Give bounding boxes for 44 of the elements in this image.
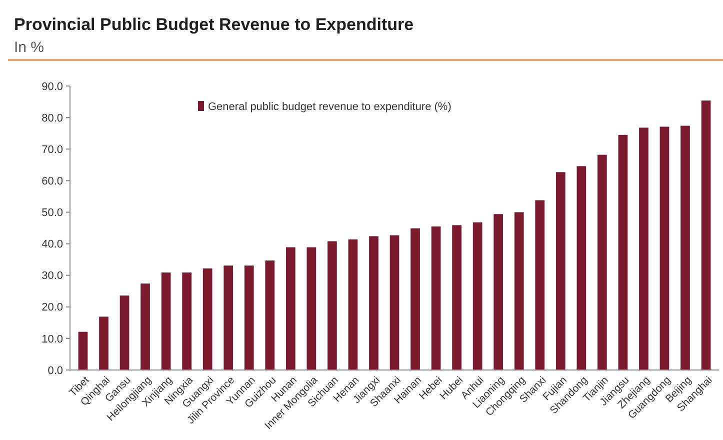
- bar: [431, 226, 441, 370]
- bar: [494, 214, 504, 370]
- bar: [161, 272, 171, 370]
- bar: [680, 126, 690, 370]
- y-tick-label: 80.0: [42, 112, 63, 124]
- bar: [348, 239, 358, 370]
- bar: [182, 272, 192, 370]
- bar: [598, 154, 607, 370]
- bar: [306, 247, 316, 370]
- y-tick-label: 60.0: [42, 176, 63, 188]
- y-tick-label: 40.0: [42, 238, 63, 251]
- bar: [120, 296, 130, 370]
- bar: [556, 172, 566, 370]
- bar: [328, 241, 337, 370]
- bar: [639, 128, 648, 370]
- bar: [660, 126, 670, 370]
- bar: [369, 236, 378, 370]
- bar: [410, 228, 420, 370]
- chart-subtitle: In %: [14, 39, 44, 56]
- bar: [535, 200, 545, 370]
- y-tick-label: 0.0: [48, 364, 63, 377]
- y-tick-label: 20.0: [42, 302, 63, 314]
- bar: [224, 266, 234, 370]
- bar: [265, 260, 275, 370]
- y-tick-label: 70.0: [42, 144, 63, 156]
- y-tick-label: 90.0: [42, 80, 63, 93]
- y-tick-label: 50.0: [42, 207, 63, 220]
- bar: [701, 100, 711, 370]
- bar: [452, 225, 462, 370]
- bar: [99, 316, 108, 370]
- bar: [286, 247, 296, 370]
- bar: [244, 266, 254, 370]
- y-tick-label: 10.0: [42, 333, 63, 346]
- bar: [140, 284, 150, 370]
- bar: [618, 134, 628, 370]
- bar: [472, 222, 482, 370]
- bar: [390, 235, 400, 370]
- legend-label: General public budget revenue to expenditure (%): [208, 100, 452, 113]
- bar: [78, 332, 88, 370]
- bar: [576, 166, 586, 370]
- bar: [514, 212, 524, 370]
- y-tick-label: 30.0: [42, 270, 63, 282]
- bar: [202, 268, 212, 370]
- chart-title: Provincial Public Budget Revenue to Expenditure: [14, 15, 414, 34]
